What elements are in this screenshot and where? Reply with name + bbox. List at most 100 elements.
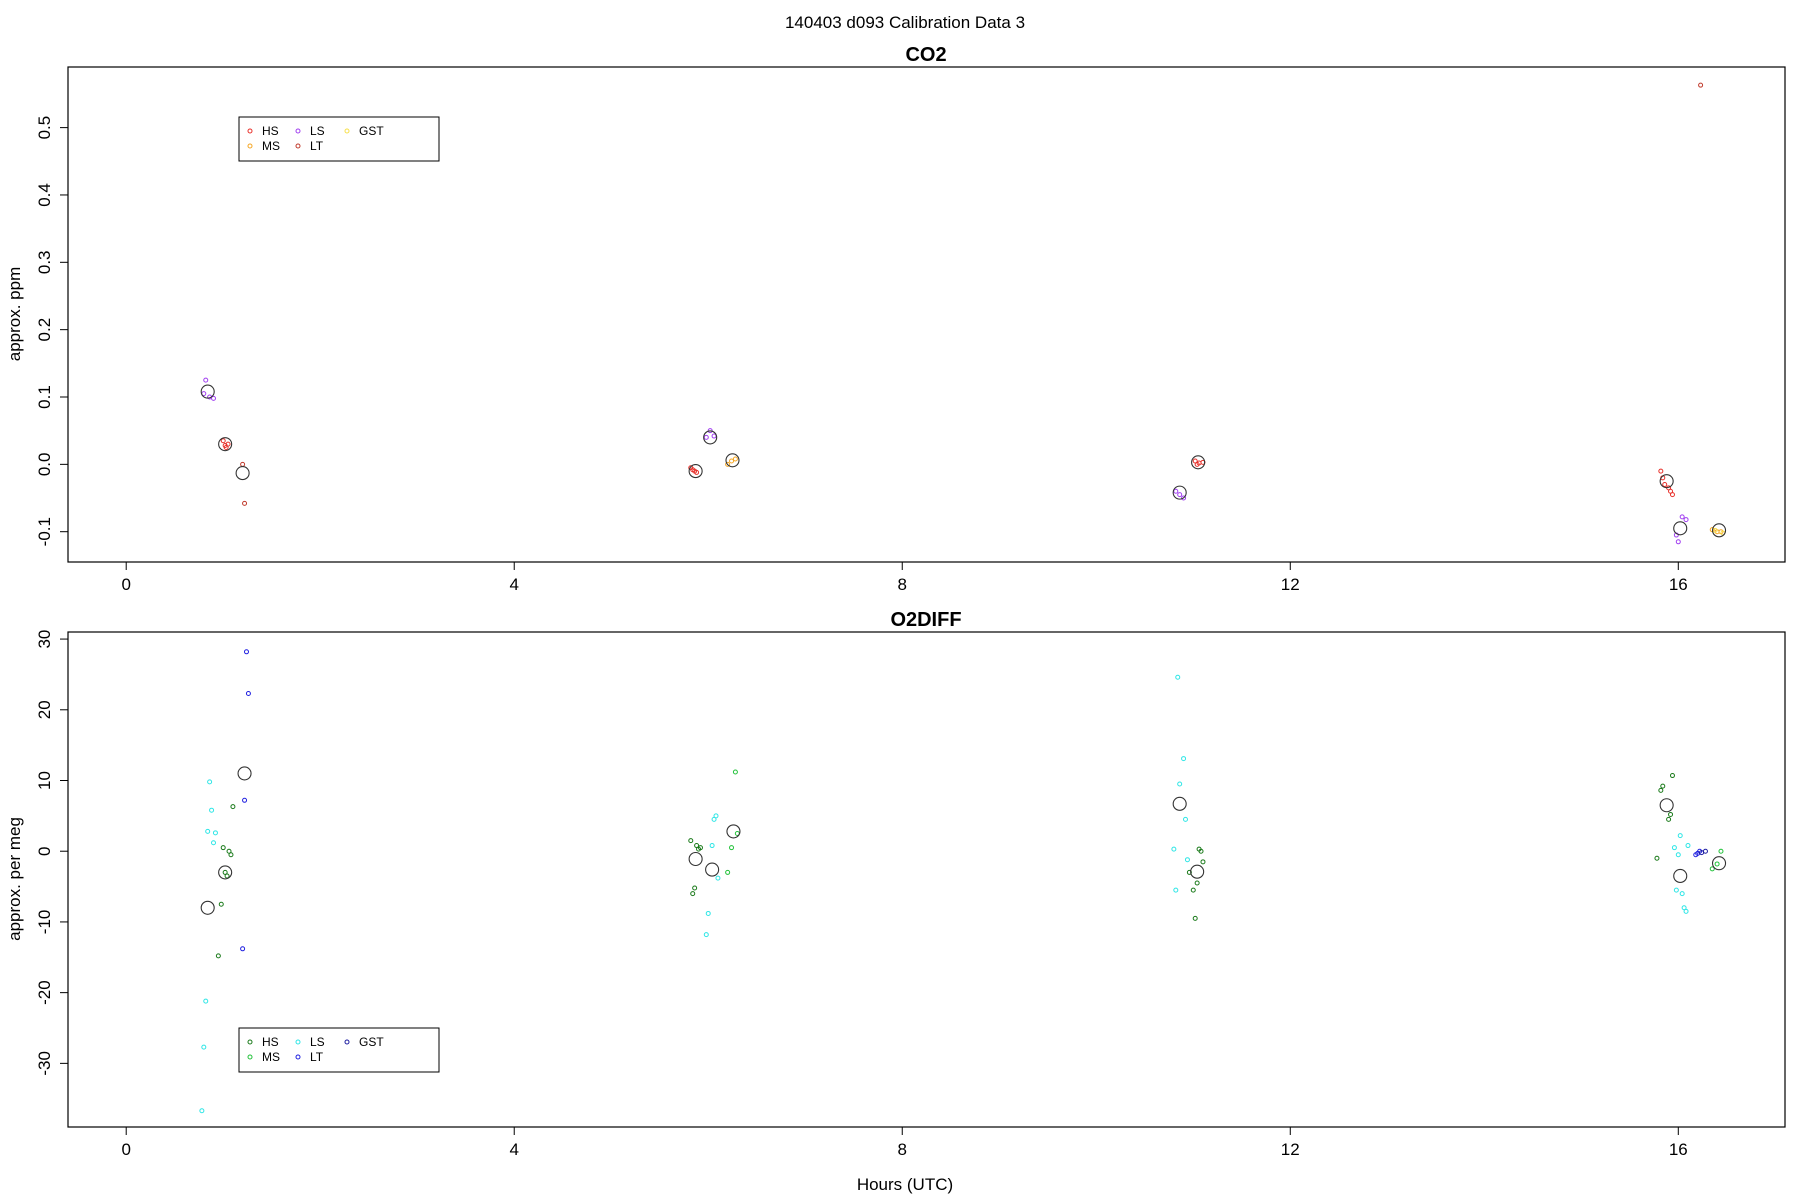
o2diff-point-hs bbox=[1186, 869, 1192, 875]
o2diff-point-ms bbox=[1714, 861, 1720, 867]
o2diff-xtick-label: 8 bbox=[898, 1140, 907, 1159]
o2diff-point-ls bbox=[1675, 852, 1681, 858]
o2diff-point-ls bbox=[203, 998, 209, 1004]
o2diff-point-mean bbox=[688, 851, 703, 867]
co2-point-ls bbox=[1679, 514, 1685, 520]
o2diff-point-hs bbox=[1200, 859, 1206, 865]
o2diff-legend-swatch bbox=[247, 1054, 253, 1060]
co2-point-ls bbox=[1683, 517, 1689, 523]
o2diff-y-axis: -30 -20 -10 0 10 20 30 bbox=[35, 630, 68, 1076]
o2diff-legend-swatch bbox=[247, 1039, 253, 1045]
o2diff-point-ms bbox=[732, 769, 738, 775]
co2-point-hs bbox=[690, 467, 696, 473]
o2diff-xtick-label: 12 bbox=[1281, 1140, 1300, 1159]
o2diff-point-gst bbox=[1702, 848, 1708, 854]
co2-ytick-label: 0.2 bbox=[35, 318, 54, 342]
co2-y-axis: -0.1 0.0 0.1 0.2 0.3 0.4 0.5 bbox=[35, 116, 68, 546]
o2diff-point-lt bbox=[242, 797, 248, 803]
o2diff-point-ms bbox=[725, 869, 731, 875]
co2-xtick-label: 12 bbox=[1281, 575, 1300, 594]
o2diff-point-mean bbox=[726, 824, 741, 839]
co2-point-mean bbox=[1191, 455, 1206, 470]
o2diff-point-ls bbox=[207, 779, 213, 785]
o2diff-point-hs bbox=[1194, 880, 1200, 886]
o2diff-point-ls bbox=[1175, 674, 1181, 680]
o2diff-points bbox=[199, 649, 1727, 1114]
co2-xtick-label: 4 bbox=[509, 575, 518, 594]
o2diff-point-hs bbox=[1192, 915, 1198, 921]
co2-point-ms bbox=[729, 458, 735, 464]
o2diff-x-axis: 0 4 8 12 16 bbox=[121, 1127, 1688, 1159]
o2diff-point-ls bbox=[1183, 816, 1189, 822]
co2-point-lt bbox=[1698, 82, 1704, 88]
co2-ytick-label: 0.4 bbox=[35, 183, 54, 207]
co2-point-mean bbox=[725, 453, 740, 468]
co2-point-ms bbox=[732, 456, 738, 462]
o2diff-point-mean bbox=[237, 766, 252, 781]
o2diff-ytick-label: 20 bbox=[35, 700, 54, 719]
o2diff-point-lt bbox=[240, 946, 246, 952]
o2diff-point-ls bbox=[1673, 887, 1679, 893]
o2diff-point-mean bbox=[1172, 796, 1187, 811]
co2-point-hs bbox=[220, 438, 226, 444]
o2diff-point-hs bbox=[1666, 816, 1672, 822]
o2diff-point-hs bbox=[690, 891, 696, 897]
o2diff-point-ls bbox=[1685, 843, 1691, 849]
o2diff-legend-label: LS bbox=[310, 1035, 325, 1049]
co2-ytick-label: 0.3 bbox=[35, 250, 54, 274]
co2-point-hs bbox=[1658, 468, 1664, 474]
co2-point-mean bbox=[218, 437, 233, 452]
co2-point-mean bbox=[1172, 485, 1187, 500]
o2diff-point-ls bbox=[1177, 781, 1183, 787]
figure-title: 140403 d093 Calibration Data 3 bbox=[785, 13, 1025, 32]
co2-legend-swatch bbox=[344, 128, 350, 134]
o2diff-point-hs bbox=[1198, 848, 1204, 854]
o2diff-point-ms bbox=[1718, 848, 1724, 854]
o2diff-point-mean bbox=[705, 862, 720, 877]
o2diff-point-ls bbox=[715, 875, 721, 881]
o2diff-legend-box bbox=[238, 1027, 440, 1073]
o2diff-legend-swatch bbox=[344, 1039, 350, 1045]
o2diff-legend-swatch bbox=[295, 1039, 301, 1045]
co2-point-ls bbox=[203, 377, 209, 383]
co2-xtick-label: 0 bbox=[121, 575, 130, 594]
co2-point-hs bbox=[1662, 482, 1668, 488]
o2diff-point-mean bbox=[1711, 856, 1727, 871]
o2diff-point-hs bbox=[224, 873, 230, 879]
o2diff-ytick-label: -20 bbox=[35, 980, 54, 1005]
o2diff-point-mean bbox=[1673, 868, 1688, 884]
co2-ytick-label: 0.1 bbox=[35, 385, 54, 409]
o2diff-point-ms bbox=[729, 845, 735, 851]
o2diff-xtick-label: 4 bbox=[509, 1140, 518, 1159]
co2-point-hs bbox=[694, 469, 700, 475]
o2diff-point-ls bbox=[1184, 857, 1190, 863]
co2-point-mean bbox=[703, 430, 718, 445]
o2diff-point-lt bbox=[243, 649, 249, 655]
co2-point-mean bbox=[235, 466, 250, 481]
co2-point-mean bbox=[688, 464, 703, 479]
o2diff-point-hs bbox=[230, 804, 236, 810]
o2diff-point-mean bbox=[1659, 798, 1674, 813]
o2diff-xtick-label: 0 bbox=[121, 1140, 130, 1159]
o2diff-point-ls bbox=[211, 840, 217, 846]
co2-point-hs bbox=[1194, 461, 1200, 467]
co2-legend-box bbox=[238, 116, 440, 162]
o2diff-ytick-label: 30 bbox=[35, 630, 54, 649]
o2diff-point-ls bbox=[212, 830, 218, 836]
o2diff-xlabel: Hours (UTC) bbox=[857, 1175, 953, 1194]
o2diff-point-ls bbox=[1171, 846, 1177, 852]
co2-legend-swatch bbox=[295, 143, 301, 149]
co2-point-ls bbox=[1181, 495, 1187, 501]
co2-legend-label: MS bbox=[262, 139, 280, 153]
co2-point-ls bbox=[1675, 539, 1681, 545]
o2diff-point-ls bbox=[1679, 891, 1685, 897]
o2diff-point-ms bbox=[1709, 866, 1715, 872]
co2-point-lt bbox=[242, 500, 248, 506]
o2diff-legend-swatch bbox=[295, 1054, 301, 1060]
co2-title: CO2 bbox=[905, 44, 946, 66]
o2diff-point-hs bbox=[220, 845, 226, 851]
o2diff-point-mean bbox=[1190, 864, 1205, 879]
o2diff-point-hs bbox=[1660, 783, 1666, 789]
